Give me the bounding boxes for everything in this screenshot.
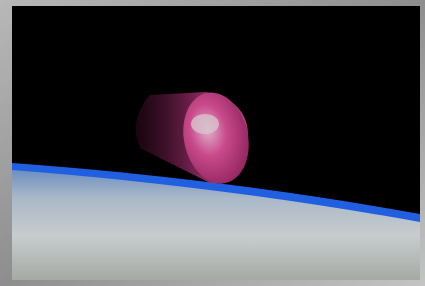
capsule-highlight bbox=[191, 114, 219, 134]
photo bbox=[0, 0, 425, 286]
